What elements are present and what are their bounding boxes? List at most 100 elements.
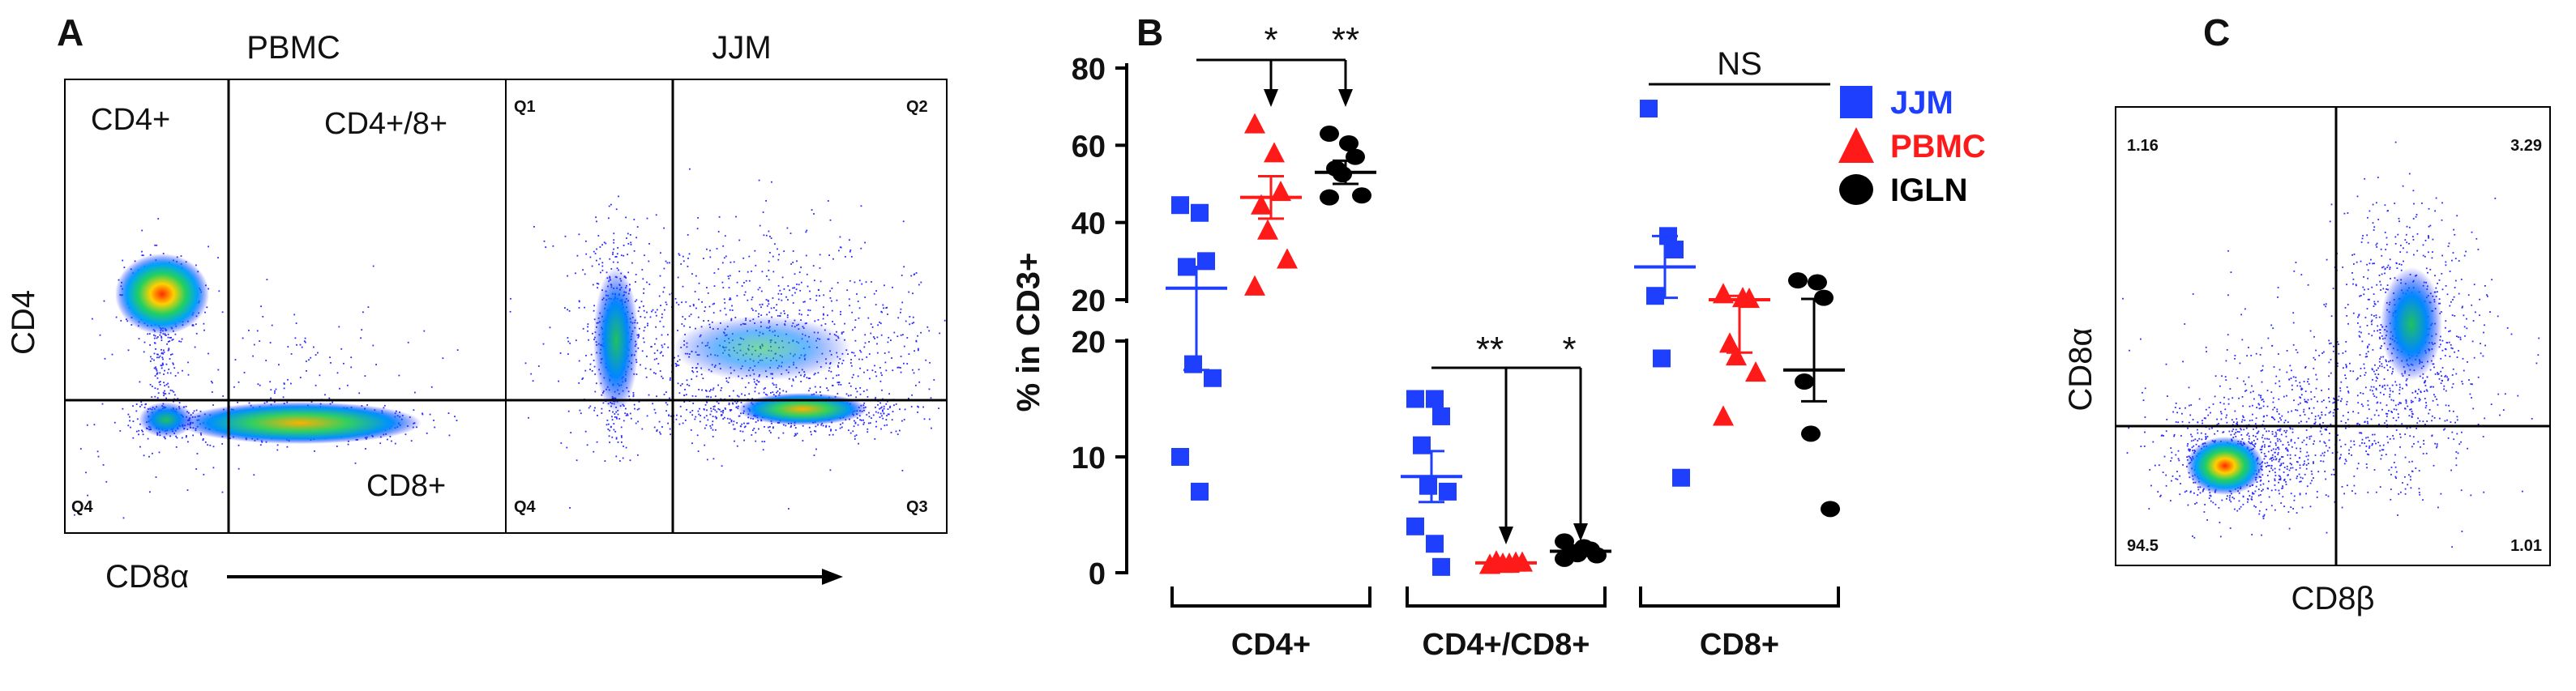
cell-event-dot <box>533 226 535 228</box>
cell-event-dot <box>701 301 703 303</box>
cell-event-dot <box>149 491 151 493</box>
cell-event-dot <box>651 310 653 313</box>
cell-event-dot <box>708 305 711 308</box>
cell-event-dot <box>911 394 913 396</box>
cell-event-dot <box>858 358 860 360</box>
cell-event-dot <box>2285 484 2287 485</box>
cell-event-dot <box>2313 367 2315 369</box>
cell-event-dot <box>2291 467 2294 469</box>
cell-event-dot <box>864 241 866 244</box>
cell-event-dot <box>922 406 924 408</box>
cell-event-dot <box>635 237 637 239</box>
data-point-jjm <box>1171 448 1189 466</box>
cell-event-dot <box>2270 505 2273 507</box>
cell-event-dot <box>895 403 897 405</box>
cell-event-dot <box>164 385 166 386</box>
cell-event-dot <box>772 427 774 429</box>
cell-event-dot <box>596 382 597 385</box>
cell-event-dot <box>2313 443 2314 445</box>
cell-event-dot <box>724 301 726 304</box>
cell-event-dot <box>165 383 168 386</box>
cell-event-dot <box>696 371 699 373</box>
cell-event-dot <box>593 309 595 312</box>
cell-event-dot <box>567 337 569 339</box>
cell-event-dot <box>2408 415 2411 417</box>
cell-event-dot <box>192 434 194 437</box>
cell-event-dot <box>2261 434 2264 437</box>
cell-event-dot <box>2428 225 2430 228</box>
cell-event-dot <box>123 267 126 268</box>
cell-event-dot <box>177 372 179 374</box>
cell-event-dot <box>156 373 158 374</box>
cell-event-dot <box>721 414 722 416</box>
cell-event-dot <box>2261 451 2262 454</box>
cell-event-dot <box>2197 421 2199 424</box>
cell-event-dot <box>765 299 768 301</box>
cell-event-dot <box>2244 419 2246 421</box>
cell-event-dot <box>2311 473 2313 476</box>
cell-event-dot <box>905 320 907 322</box>
cell-event-dot <box>596 248 597 250</box>
cell-event-dot <box>887 408 889 410</box>
cell-event-dot <box>743 439 745 441</box>
cell-event-dot <box>880 334 883 336</box>
cell-event-dot <box>918 369 920 371</box>
cell-event-dot <box>2210 412 2211 414</box>
cell-event-dot <box>2339 390 2342 392</box>
cell-event-dot <box>2411 460 2413 463</box>
cell-event-dot <box>836 299 838 301</box>
cell-event-dot <box>613 239 615 241</box>
cell-event-dot <box>2331 452 2334 454</box>
cell-event-dot <box>2316 497 2318 498</box>
cell-event-dot <box>736 422 738 424</box>
cell-event-dot <box>163 382 165 384</box>
cell-event-dot <box>2229 527 2232 529</box>
cell-event-dot <box>2234 508 2236 510</box>
cell-event-dot <box>2274 382 2277 385</box>
cell-event-dot <box>2212 501 2214 504</box>
cell-event-dot <box>596 283 598 284</box>
cell-event-dot <box>2370 314 2373 316</box>
cell-event-dot <box>713 272 716 274</box>
cell-event-dot <box>2378 275 2381 276</box>
cell-event-dot <box>637 310 640 312</box>
cell-event-dot <box>879 380 882 382</box>
cell-event-dot <box>2262 441 2265 443</box>
cell-event-dot <box>2441 288 2444 291</box>
cell-event-dot <box>259 384 261 386</box>
data-point-pbmc <box>1277 248 1298 269</box>
cell-event-dot <box>336 446 338 447</box>
cell-event-dot <box>888 336 890 339</box>
cell-event-dot <box>2397 413 2399 415</box>
cell-event-dot <box>2285 435 2287 437</box>
cell-event-dot <box>712 420 714 423</box>
cell-event-dot <box>2227 403 2230 405</box>
cell-event-dot <box>718 215 721 218</box>
cell-event-dot <box>2214 375 2217 377</box>
cell-event-dot <box>689 412 691 413</box>
cell-event-dot <box>725 314 727 316</box>
cell-event-dot <box>2336 451 2339 454</box>
cell-event-dot <box>920 281 922 284</box>
cell-event-dot <box>2425 389 2428 391</box>
cell-event-dot <box>759 224 761 227</box>
cell-event-dot <box>564 307 566 309</box>
cell-event-dot <box>698 389 700 390</box>
cell-event-dot <box>136 418 139 420</box>
cell-event-dot <box>723 257 725 259</box>
cell-event-dot <box>2482 355 2484 357</box>
cell-event-dot <box>716 411 718 413</box>
cell-event-dot <box>809 387 811 390</box>
cell-event-dot <box>2333 474 2335 476</box>
cell-event-dot <box>670 377 671 379</box>
cell-event-dot <box>917 405 918 407</box>
cell-event-dot <box>2455 457 2458 459</box>
cell-event-dot <box>2322 399 2325 401</box>
cell-event-dot <box>2339 458 2341 460</box>
cell-event-dot <box>608 435 610 437</box>
cell-event-dot <box>931 427 932 429</box>
cell-event-dot <box>758 313 760 315</box>
cell-event-dot <box>142 430 143 433</box>
cell-event-dot <box>2377 373 2380 375</box>
cell-event-dot <box>854 319 857 321</box>
